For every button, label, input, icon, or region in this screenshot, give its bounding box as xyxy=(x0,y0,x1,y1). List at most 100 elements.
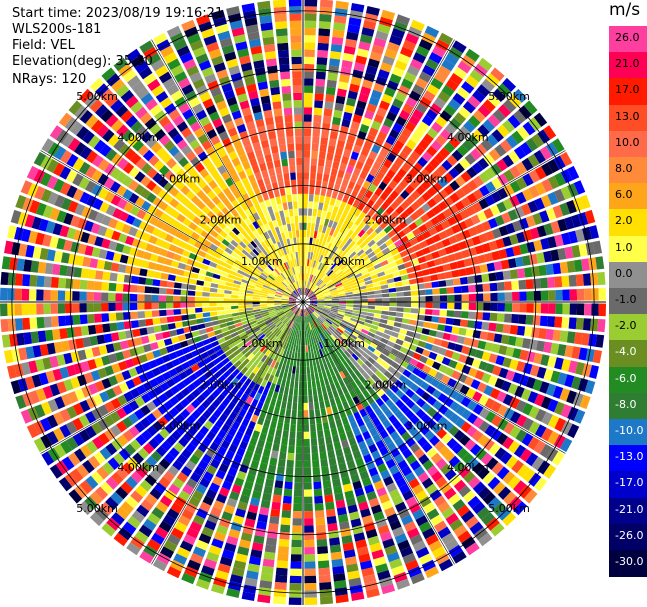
range-gate-bin xyxy=(109,181,121,193)
range-gate-bin xyxy=(244,350,252,358)
range-gate-bin xyxy=(254,148,263,158)
range-gate-bin xyxy=(239,344,247,352)
range-gate-bin xyxy=(202,495,214,506)
range-gate-bin xyxy=(378,322,387,329)
range-gate-bin xyxy=(379,446,389,456)
range-gate-bin xyxy=(313,328,318,336)
range-gate-bin xyxy=(446,310,455,317)
range-gate-bin xyxy=(338,272,346,279)
range-gate-bin xyxy=(164,389,175,399)
range-gate-bin xyxy=(324,305,332,308)
range-gate-bin xyxy=(264,356,271,365)
range-gate-bin xyxy=(201,28,215,39)
range-gate-bin xyxy=(323,307,331,311)
range-gate-bin xyxy=(34,404,46,418)
range-gate-bin xyxy=(350,121,360,131)
range-gate-bin xyxy=(195,313,204,319)
range-gate-bin xyxy=(282,93,292,101)
range-gate-bin xyxy=(439,309,447,317)
range-gate-bin xyxy=(306,280,309,288)
range-gate-bin xyxy=(312,343,316,352)
range-gate-bin xyxy=(350,281,358,287)
range-gate-bin xyxy=(457,221,468,231)
range-gate-bin xyxy=(242,275,251,281)
range-gate-bin xyxy=(192,378,202,388)
range-gate-bin xyxy=(303,164,310,173)
range-gate-bin xyxy=(197,179,207,189)
range-gate-bin xyxy=(84,93,98,108)
range-gate-bin xyxy=(189,39,204,51)
range-gate-bin xyxy=(125,214,136,225)
range-gate-bin xyxy=(515,161,528,175)
range-gate-bin xyxy=(253,483,263,493)
range-gate-bin xyxy=(96,259,106,270)
range-gate-bin xyxy=(303,280,306,288)
range-gate-bin xyxy=(332,332,339,340)
range-gate-bin xyxy=(262,347,269,355)
range-gate-bin xyxy=(508,496,522,511)
range-gate-bin xyxy=(487,476,501,490)
range-gate-bin xyxy=(448,136,461,149)
range-gate-bin xyxy=(334,348,341,357)
range-gate-bin xyxy=(249,251,257,259)
range-gate-bin xyxy=(497,292,505,301)
range-gate-bin xyxy=(480,452,493,466)
range-gate-bin xyxy=(313,107,323,116)
range-gate-bin xyxy=(61,133,75,148)
range-gate-bin xyxy=(345,556,358,566)
range-gate-bin xyxy=(410,313,418,320)
range-gate-bin xyxy=(187,559,201,571)
range-gate-bin xyxy=(306,273,309,281)
range-gate-bin xyxy=(270,360,277,368)
range-gate-bin xyxy=(283,291,291,296)
range-gate-bin xyxy=(581,332,590,346)
range-gate-bin xyxy=(93,292,102,301)
range-gate-bin xyxy=(289,260,294,268)
range-gate-bin xyxy=(271,282,279,288)
range-gate-bin xyxy=(168,244,178,253)
range-gate-bin xyxy=(399,483,411,495)
range-gate-bin xyxy=(304,49,315,57)
range-gate-bin xyxy=(272,391,279,400)
range-gate-bin xyxy=(319,144,327,153)
range-gate-bin xyxy=(162,331,171,339)
range-gate-bin xyxy=(369,328,377,334)
range-gate-bin xyxy=(236,123,247,134)
range-gate-bin xyxy=(72,303,80,313)
range-gate-bin xyxy=(458,268,467,277)
range-gate-bin xyxy=(281,158,288,167)
range-gate-bin xyxy=(461,536,476,550)
range-gate-bin xyxy=(259,162,267,172)
range-gate-bin xyxy=(385,458,396,469)
range-gate-bin xyxy=(241,177,250,186)
range-gate-bin xyxy=(250,135,260,144)
range-gate-bin xyxy=(443,420,454,432)
range-gate-bin xyxy=(213,16,227,28)
range-gate-bin xyxy=(244,518,256,528)
range-gate-bin xyxy=(351,343,359,350)
range-gate-bin xyxy=(211,55,224,66)
range-gate-bin xyxy=(394,436,404,447)
range-gate-bin xyxy=(581,258,590,272)
range-gate-bin xyxy=(308,291,314,298)
range-gate-bin xyxy=(261,288,269,293)
range-gate-bin xyxy=(540,303,549,314)
range-gate-bin xyxy=(299,309,302,317)
range-gate-bin xyxy=(519,349,529,361)
range-gate-bin xyxy=(359,123,370,134)
range-gate-bin xyxy=(359,34,373,44)
range-gate-bin xyxy=(390,163,400,174)
range-gate-bin xyxy=(309,303,317,307)
range-gate-bin xyxy=(362,574,377,584)
range-ring-label: 2.00km xyxy=(200,214,242,227)
range-gate-bin xyxy=(252,297,260,300)
range-gate-bin xyxy=(223,370,232,379)
range-gate-bin xyxy=(319,589,333,598)
range-gate-bin xyxy=(455,405,466,416)
range-gate-bin xyxy=(371,338,380,345)
range-gate-bin xyxy=(324,166,331,175)
range-gate-bin xyxy=(285,409,292,417)
range-gate-bin xyxy=(349,83,360,93)
range-gate-bin xyxy=(502,154,514,168)
range-gate-bin xyxy=(155,147,168,159)
